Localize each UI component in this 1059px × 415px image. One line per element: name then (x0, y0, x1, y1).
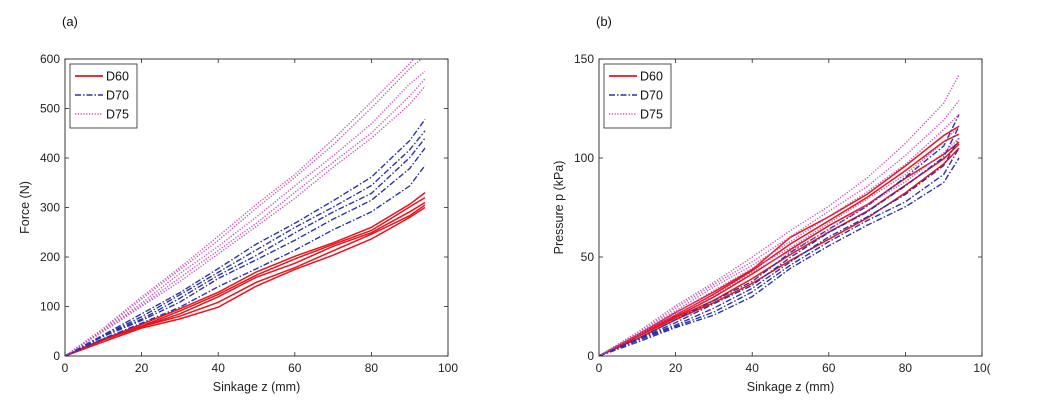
legend-box (69, 63, 138, 129)
series-d60-curve-1 (65, 206, 426, 356)
axes-frame (598, 58, 983, 357)
y-tick-label: 600 (40, 52, 60, 66)
y-tick-label: 50 (581, 250, 595, 264)
legend: D60 D70 D75 (603, 63, 672, 129)
x-tick-label: 80 (365, 361, 379, 375)
series-d75-curve-2 (599, 125, 960, 356)
x-axis-label: Sinkage z (mm) (747, 380, 835, 394)
y-tick-label: 0 (53, 349, 60, 363)
x-tick-label: 40 (746, 361, 760, 375)
series-d70-curve-4 (599, 125, 960, 356)
series-d60-curve-2 (65, 204, 426, 356)
x-tick-label: 60 (822, 361, 836, 375)
y-tick-label: 400 (40, 151, 60, 165)
y-tick-label: 500 (40, 102, 60, 116)
legend-label-d70: D70 (106, 89, 129, 103)
legend-label-d60: D60 (106, 70, 129, 84)
series-d60-curve-2 (599, 143, 960, 356)
x-tick-label: 0 (596, 361, 603, 375)
x-tick-label: 40 (212, 361, 226, 375)
series-d75-curve-2 (65, 78, 426, 356)
x-tick-label: 20 (669, 361, 683, 375)
series-d75-curve-4 (599, 100, 960, 356)
legend: D60 D70 D75 (69, 63, 138, 129)
series-d75-curve-5 (65, 59, 415, 356)
series-d70-curve-3 (599, 137, 960, 356)
series-d75-curve-5 (599, 74, 960, 356)
y-tick-label: 150 (574, 52, 594, 66)
y-tick-label: 0 (587, 349, 594, 363)
series-d60-curve-4 (599, 133, 960, 356)
legend-label-d60: D60 (640, 70, 663, 84)
y-tick-label: 100 (574, 151, 594, 165)
series-d60-curve-3 (599, 141, 960, 356)
series-d70-curve-1 (65, 164, 426, 356)
legend-label-d75: D75 (106, 108, 129, 122)
y-tick-label: 100 (40, 300, 60, 314)
y-axis-label: Force (N) (18, 181, 32, 234)
series-d70-curve-4 (65, 130, 426, 356)
legend-label-d75: D75 (640, 108, 663, 122)
x-tick-label: 20 (135, 361, 149, 375)
y-tick-label: 200 (40, 250, 60, 264)
series-d60-curve-5 (599, 125, 960, 356)
series-d75-curve-1 (599, 137, 960, 356)
series-d60-curve-5 (65, 192, 426, 356)
x-tick-label: 0 (62, 361, 69, 375)
axes-frame (64, 58, 449, 357)
y-tick-label: 300 (40, 201, 60, 215)
x-tick-label: 10( (973, 361, 990, 375)
series-d75-curve-3 (65, 70, 426, 356)
plot-area (599, 74, 960, 356)
x-tick-label: 100 (438, 361, 458, 375)
x-tick-label: 80 (899, 361, 913, 375)
x-axis-label: Sinkage z (mm) (213, 380, 301, 394)
series-d75-curve-1 (65, 85, 426, 356)
series-d70-curve-3 (65, 137, 426, 356)
series-d60-curve-1 (599, 147, 960, 356)
panel-label-a: (a) (62, 14, 78, 29)
x-tick-label: 60 (288, 361, 302, 375)
y-axis-label: Pressure p (kPa) (552, 161, 566, 255)
series-d70-curve-2 (599, 147, 960, 356)
legend-box (603, 63, 672, 129)
plot-area (65, 59, 426, 356)
series-d75-curve-4 (65, 59, 422, 356)
series-d60-curve-3 (65, 201, 426, 356)
series-d70-curve-5 (599, 114, 960, 356)
panel-label-b: (b) (596, 14, 612, 29)
series-d70-curve-1 (599, 157, 960, 356)
legend-label-d70: D70 (640, 89, 663, 103)
series-d70-curve-5 (65, 118, 426, 356)
series-d75-curve-3 (599, 113, 960, 356)
series-d70-curve-2 (65, 147, 426, 356)
series-d60-curve-4 (65, 196, 426, 356)
